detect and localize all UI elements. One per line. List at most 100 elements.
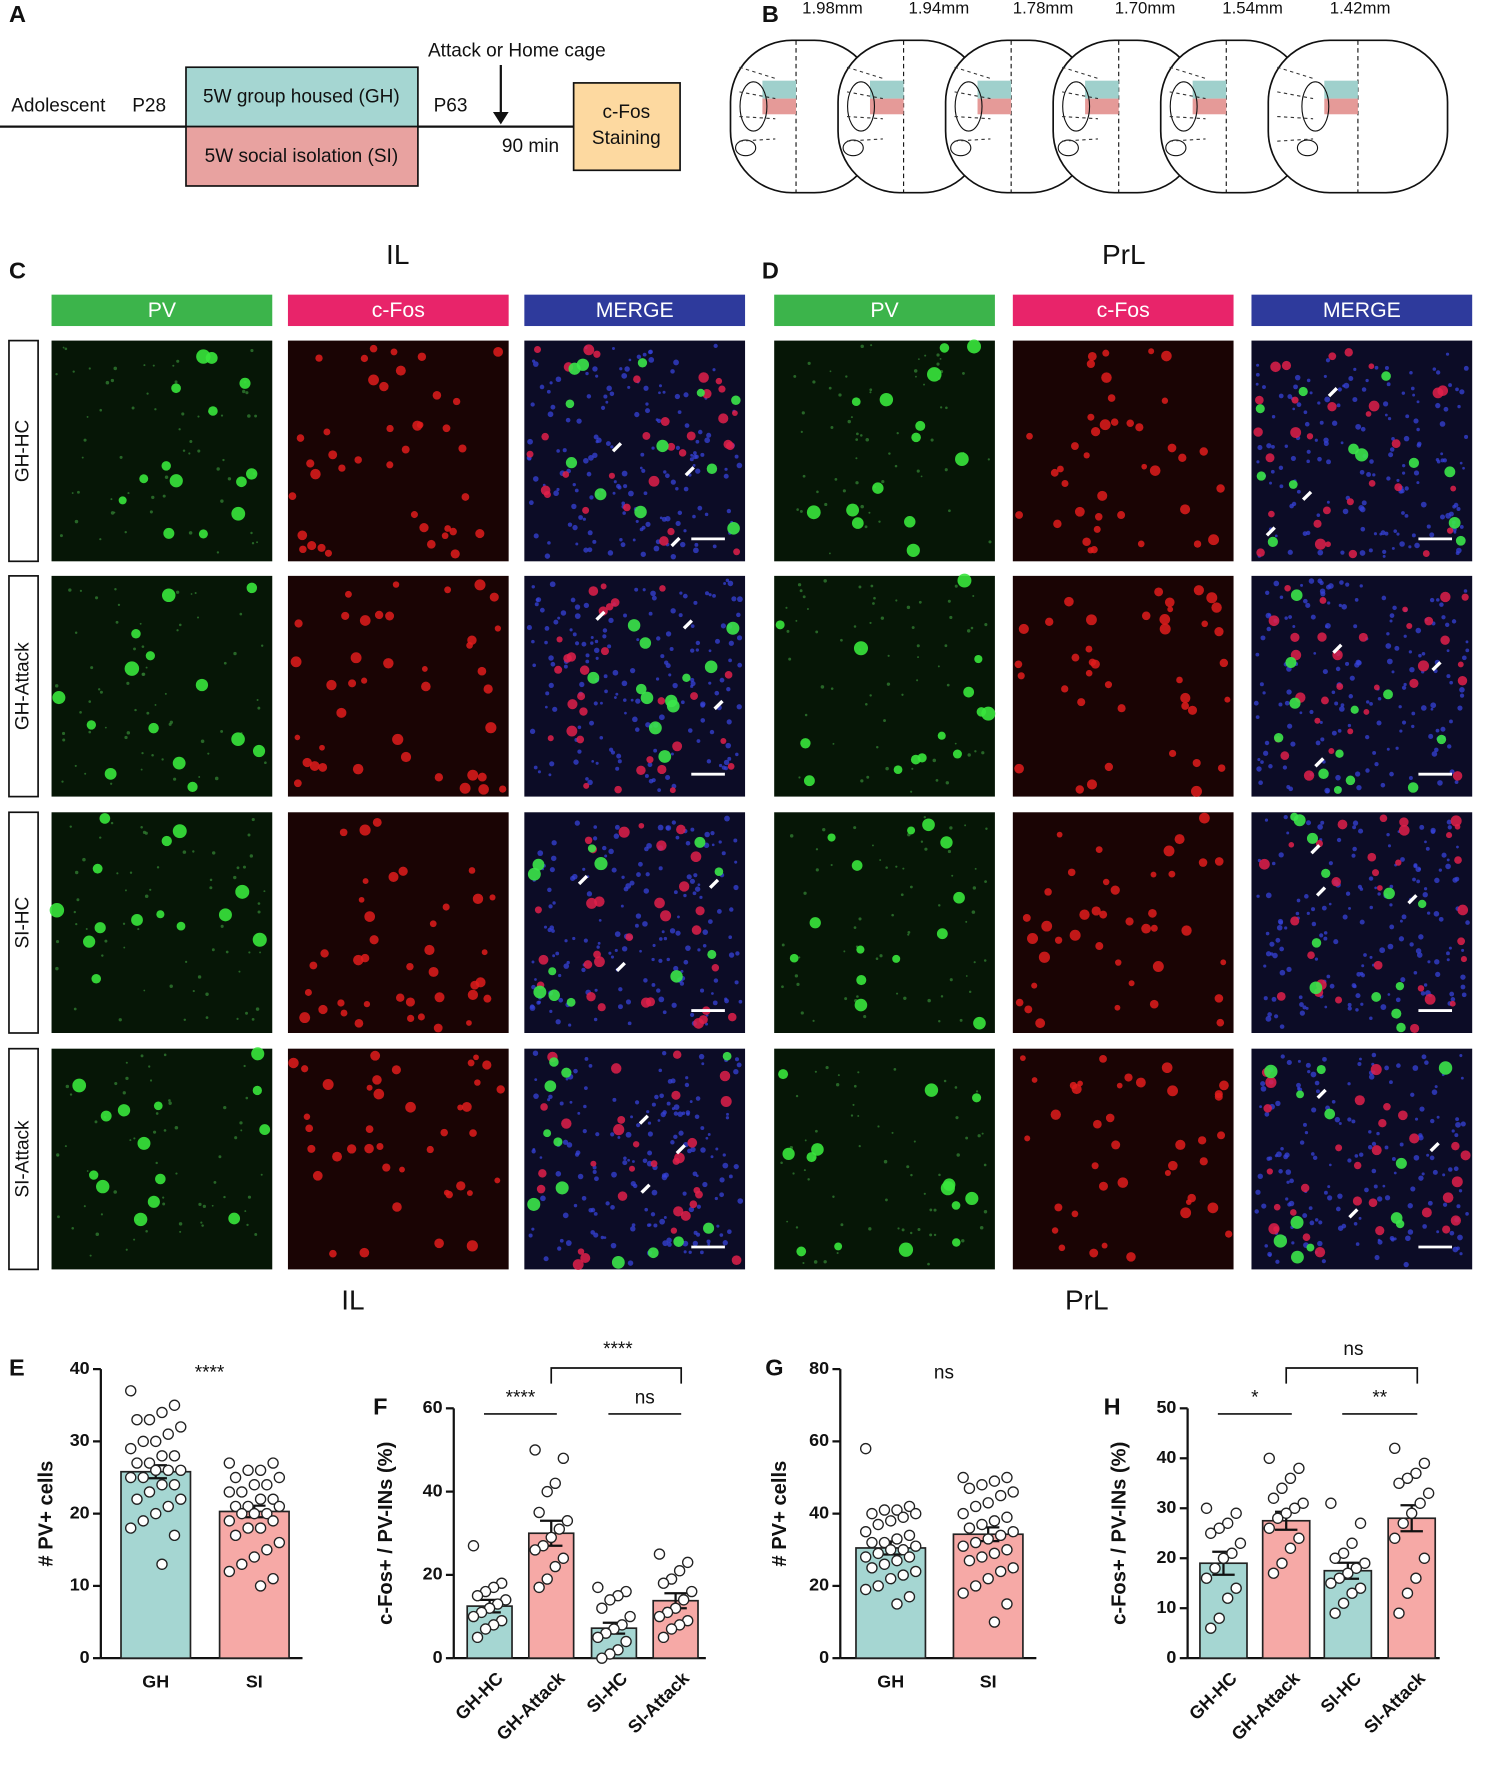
cell: [673, 1236, 684, 1247]
cell: [970, 626, 974, 630]
cell: [1446, 819, 1452, 825]
data-point: [994, 1489, 1007, 1502]
channel-header: [1012, 294, 1234, 327]
cell: [1325, 358, 1331, 363]
cell: [815, 630, 819, 634]
cell: [116, 872, 119, 875]
cell: [126, 731, 131, 735]
data-point: [1397, 1517, 1409, 1529]
cell: [636, 765, 646, 776]
cell: [1256, 766, 1262, 772]
cell: [188, 531, 193, 535]
cell: [1312, 1155, 1318, 1161]
cell: [984, 623, 988, 627]
cell: [1345, 891, 1351, 896]
cell: [1347, 723, 1352, 728]
cell: [624, 711, 627, 715]
cell: [1424, 616, 1434, 626]
cell: [117, 603, 121, 607]
cell: [1126, 419, 1134, 428]
striatum: [734, 139, 757, 157]
data-point: [267, 1493, 279, 1505]
cell: [714, 638, 720, 644]
cell: [558, 973, 562, 978]
data-point: [1293, 1532, 1305, 1544]
cell: [1383, 887, 1395, 900]
cell: [1339, 580, 1344, 585]
cell: [56, 1153, 60, 1157]
data-point: [131, 1413, 143, 1426]
cell: [1407, 1203, 1413, 1209]
cell: [602, 628, 608, 633]
section: [1052, 39, 1200, 194]
cell: [148, 1065, 151, 1068]
cell: [897, 1227, 900, 1230]
cell: [1348, 906, 1351, 910]
cell: [572, 482, 576, 487]
cell: [909, 885, 913, 889]
cell: [1257, 1173, 1263, 1180]
cell: [642, 1158, 648, 1164]
cell: [1095, 942, 1104, 951]
cell: [1440, 635, 1450, 645]
cell: [544, 640, 548, 645]
cell: [1421, 652, 1426, 656]
cell: [1302, 531, 1308, 536]
cell: [1381, 371, 1391, 381]
cell: [1408, 457, 1420, 468]
cell: [945, 781, 950, 785]
cell: [548, 904, 553, 909]
cell: [856, 995, 859, 998]
cell: [828, 552, 831, 555]
cell: [1411, 533, 1416, 538]
cell: [1376, 1131, 1380, 1136]
cell: [677, 410, 682, 415]
cell: [673, 965, 679, 972]
cell: [1357, 1062, 1362, 1067]
cell: [559, 1101, 564, 1106]
cell: [176, 629, 179, 632]
cell: [632, 1183, 638, 1189]
region-title: IL: [386, 239, 409, 270]
cell: [1441, 852, 1447, 858]
prl-region: [869, 98, 904, 115]
cell: [1422, 550, 1430, 557]
cell: [122, 922, 126, 925]
cell: [1386, 832, 1390, 837]
cell: [1101, 1242, 1108, 1249]
cell: [644, 1207, 649, 1212]
cell: [643, 888, 650, 894]
cell: [610, 1063, 622, 1074]
cell: [1024, 1135, 1031, 1142]
cell: [726, 621, 740, 635]
cell: [1459, 1054, 1463, 1058]
data-point: [549, 1560, 561, 1573]
cell: [1439, 421, 1446, 427]
cell: [583, 960, 593, 969]
cell: [1431, 751, 1438, 757]
micrograph-bg: [1251, 575, 1473, 797]
cell: [1382, 549, 1387, 554]
cell: [114, 1081, 118, 1086]
cell: [1300, 583, 1304, 587]
cell: [1167, 1085, 1178, 1097]
cell: [1442, 1192, 1454, 1203]
cell: [1389, 924, 1395, 930]
cell: [1256, 894, 1260, 898]
row-label: SI-HC: [13, 896, 34, 948]
data-point: [125, 1442, 137, 1455]
cell: [920, 475, 923, 478]
cell: [1383, 1102, 1391, 1111]
cell: [1371, 992, 1382, 1002]
cell: [88, 700, 92, 703]
cell: [466, 1240, 478, 1252]
cell: [657, 788, 661, 792]
cell: [533, 476, 539, 482]
cell: [694, 836, 706, 848]
cell: [1456, 1246, 1460, 1251]
cell: [798, 776, 801, 779]
cell: [1317, 578, 1323, 584]
cell: [653, 748, 658, 753]
cell: [1459, 389, 1465, 395]
cell: [1398, 1110, 1408, 1121]
